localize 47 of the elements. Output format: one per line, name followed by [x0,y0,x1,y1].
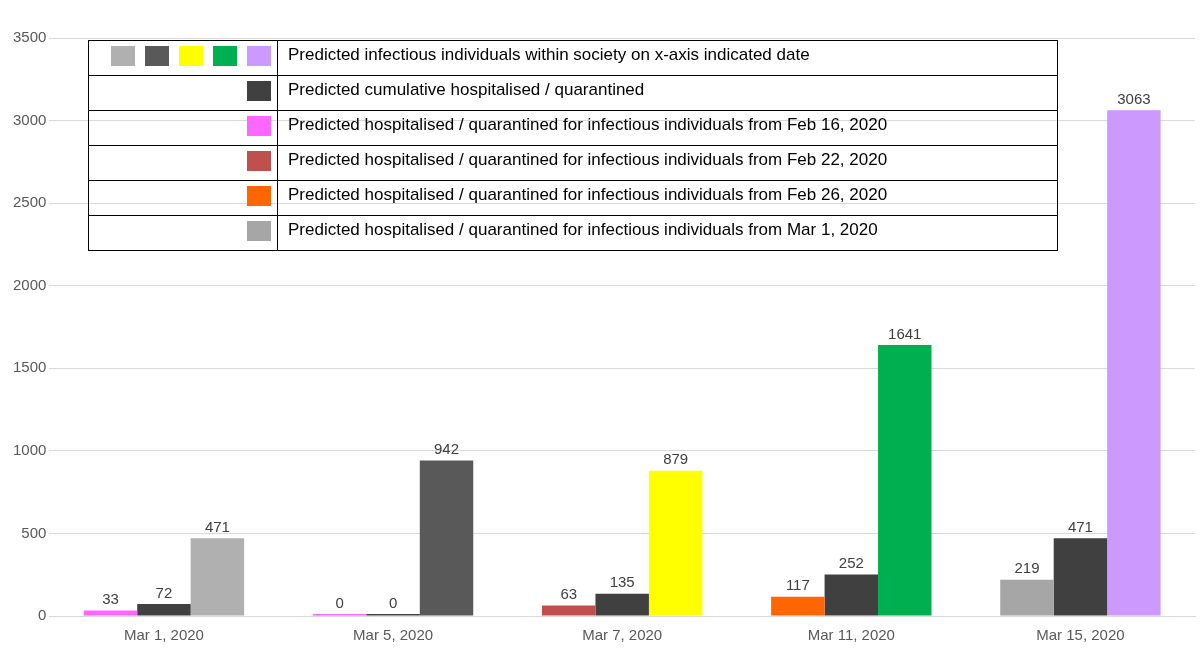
y-tick-label: 0 [38,606,47,624]
y-tick-label: 2000 [12,275,47,293]
bar [541,605,596,616]
x-tick-label: Mar 7, 2020 [582,626,663,644]
data-label: 135 [609,573,635,591]
y-tick-label: 1000 [12,441,47,458]
data-label: 879 [663,450,689,468]
bar [1107,110,1161,616]
bar [595,593,649,616]
bar [83,610,138,616]
data-label: 219 [1014,559,1040,577]
y-tick-label: 1500 [12,358,47,376]
bar [648,470,703,616]
x-tick-label: Mar 11, 2020 [807,626,895,644]
data-label: 0 [335,593,344,611]
legend-label: Predicted hospitalised / quarantined for infectious individuals from Feb 26, 2020 [277,180,1058,216]
data-label: 1641 [888,324,922,342]
legend-label: Predicted hospitalised / quarantined for infectious individuals from Feb 16, 2020 [277,110,1058,146]
bar [419,460,474,616]
y-tick-label: 3000 [12,110,47,128]
legend-label: Predicted hospitalised / quarantined for infectious individuals from Mar 1, 2020 [277,215,1058,251]
x-tick-label: Mar 5, 2020 [353,626,434,644]
bar [1000,579,1054,616]
y-tick-label: 3500 [12,28,47,46]
legend-label: Predicted infectious individuals within society on x-axis indicated date [277,40,1058,76]
y-tick-label: 500 [21,523,47,541]
bar [824,574,879,616]
data-label: 942 [434,440,460,458]
legend-label: Predicted hospitalised / quarantined for infectious individuals from Feb 22, 2020 [277,145,1058,181]
bar [771,596,825,616]
x-tick-label: Mar 15, 2020 [1036,626,1125,644]
bar [1053,538,1108,616]
x-tick-label: Mar 1, 2020 [123,626,204,644]
data-label: 33 [102,590,119,608]
legend-label: Predicted cumulative hospitalised / quarantined [277,75,1058,111]
data-label: 117 [785,576,810,594]
data-label: 471 [204,517,230,535]
data-label: 72 [155,583,173,601]
bar [137,604,191,616]
bar [190,538,245,616]
y-tick-label: 2500 [12,193,47,211]
bar [878,345,932,616]
data-label: 471 [1067,517,1093,535]
data-label: 3063 [1117,89,1151,107]
data-label: 252 [838,554,864,572]
data-label: 0 [388,593,398,611]
data-label: 63 [560,585,578,603]
